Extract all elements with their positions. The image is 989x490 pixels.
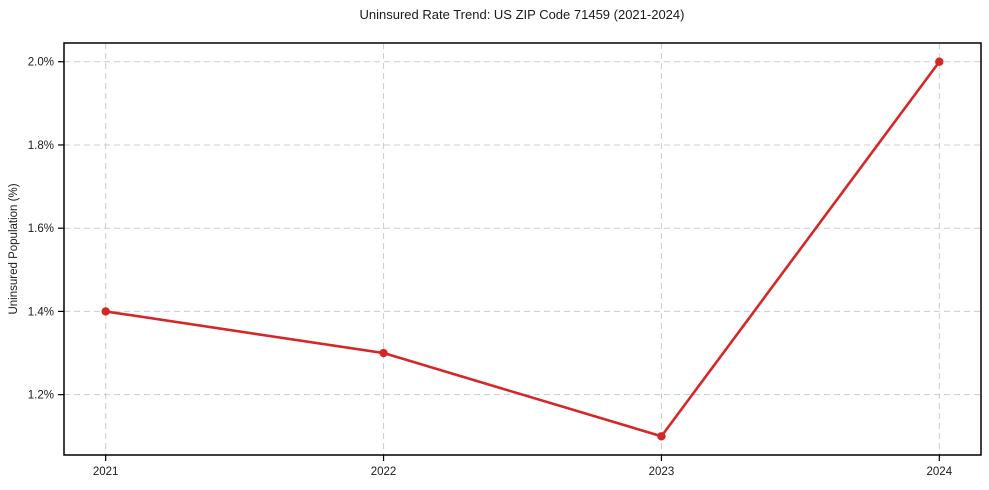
trend-line — [104, 60, 941, 438]
y-tick-label: 1.2% — [28, 390, 54, 402]
y-tick-label: 1.8% — [28, 140, 54, 152]
y-tick-label: 1.6% — [28, 223, 54, 235]
y-tick-label: 2.0% — [28, 57, 54, 69]
y-tick-label: 1.4% — [28, 306, 54, 318]
x-tick-label: 2021 — [93, 466, 119, 478]
chart-title: Uninsured Rate Trend: US ZIP Code 71459 … — [359, 7, 685, 22]
x-tick-label: 2022 — [371, 466, 397, 478]
plot-border — [63, 42, 982, 456]
data-point-2021 — [101, 307, 110, 316]
data-point-2024 — [935, 57, 944, 66]
x-tick-label: 2024 — [927, 466, 953, 478]
data-point-2023 — [657, 432, 666, 441]
x-tick-label: 2023 — [649, 466, 675, 478]
data-point-2022 — [379, 348, 388, 358]
